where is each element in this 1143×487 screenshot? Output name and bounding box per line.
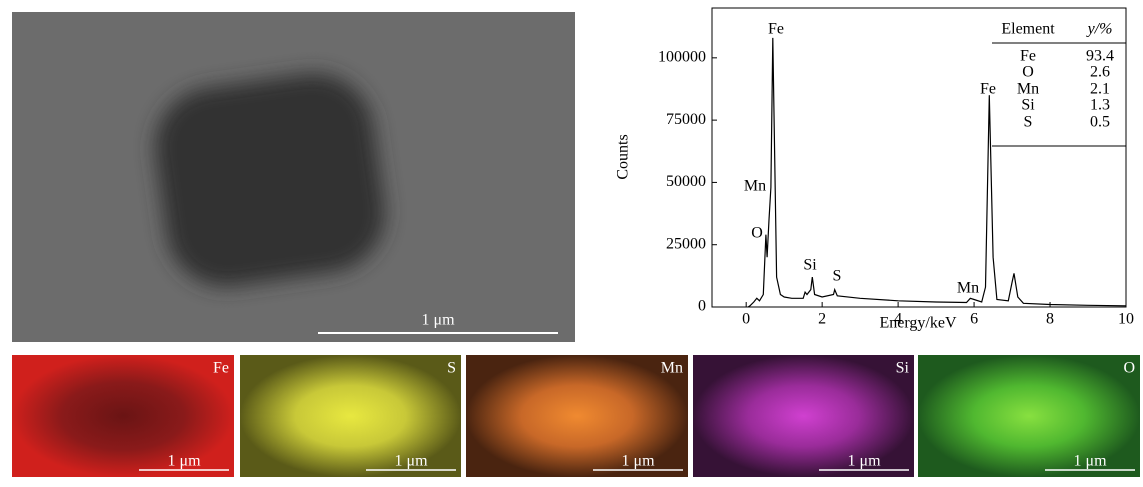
peak-label: Mn bbox=[957, 280, 979, 297]
x-tick-label: 6 bbox=[970, 311, 978, 328]
scale-label: 1 μm bbox=[167, 453, 201, 470]
x-tick-label: 10 bbox=[1118, 311, 1134, 328]
table-header: Element bbox=[1001, 21, 1055, 38]
scale-label: 1 μm bbox=[847, 453, 881, 470]
y-axis-label: Counts bbox=[615, 134, 632, 179]
peak-label: Fe bbox=[980, 81, 996, 98]
scale-label: 1 μm bbox=[621, 453, 655, 470]
map-element: Mn bbox=[661, 360, 683, 377]
map-image bbox=[693, 355, 914, 477]
x-tick-label: 2 bbox=[818, 311, 826, 328]
table-cell: 2.6 bbox=[1090, 64, 1110, 81]
map-image bbox=[918, 355, 1140, 477]
table-cell: 2.1 bbox=[1090, 81, 1110, 98]
table-cell: 93.4 bbox=[1086, 48, 1114, 65]
table-cell: S bbox=[1024, 114, 1033, 131]
map-image bbox=[240, 355, 461, 477]
y-tick-label: 25000 bbox=[666, 235, 706, 252]
scale-label: 1 μm bbox=[1073, 453, 1107, 470]
sem-image: 1 μm bbox=[12, 12, 575, 342]
y-tick-label: 0 bbox=[698, 298, 706, 315]
map-element: Si bbox=[896, 360, 910, 377]
x-axis-label: Energy/keV bbox=[879, 315, 956, 332]
table-cell: O bbox=[1022, 64, 1034, 81]
map-element: O bbox=[1123, 360, 1135, 377]
x-tick-label: 0 bbox=[742, 311, 750, 328]
page: 1 μm Fe1 μmS1 μmMn1 μmSi1 μmO1 μm 025000… bbox=[0, 0, 1143, 487]
table-cell: 0.5 bbox=[1090, 114, 1110, 131]
peak-label: Si bbox=[803, 257, 817, 274]
scale-label: 1 μm bbox=[394, 453, 428, 470]
x-tick-label: 8 bbox=[1046, 311, 1054, 328]
table-cell: Fe bbox=[1020, 48, 1036, 65]
table-cell: 1.3 bbox=[1090, 97, 1110, 114]
table-cell: Mn bbox=[1017, 81, 1039, 98]
element-maps: Fe 1 μm S 1 μm Mn 1 μm Si 1 μm O 1 μm bbox=[12, 355, 1140, 477]
table-header: y/% bbox=[1086, 21, 1113, 38]
map-image bbox=[466, 355, 688, 477]
map-image bbox=[12, 355, 234, 477]
figure: 1 μm Fe1 μmS1 μmMn1 μmSi1 μmO1 μm 025000… bbox=[0, 0, 1143, 482]
table-cell: Si bbox=[1021, 97, 1035, 114]
y-tick-label: 100000 bbox=[658, 49, 706, 66]
y-tick-label: 50000 bbox=[666, 173, 706, 190]
peak-label: O bbox=[751, 225, 763, 242]
peak-label: Mn bbox=[744, 178, 766, 195]
map-element: Fe bbox=[213, 360, 229, 377]
map-element: S bbox=[447, 360, 456, 377]
peak-label: S bbox=[833, 268, 842, 285]
scale-label: 1 μm bbox=[421, 312, 455, 329]
y-tick-label: 75000 bbox=[666, 111, 706, 128]
peak-label: Fe bbox=[768, 21, 784, 38]
